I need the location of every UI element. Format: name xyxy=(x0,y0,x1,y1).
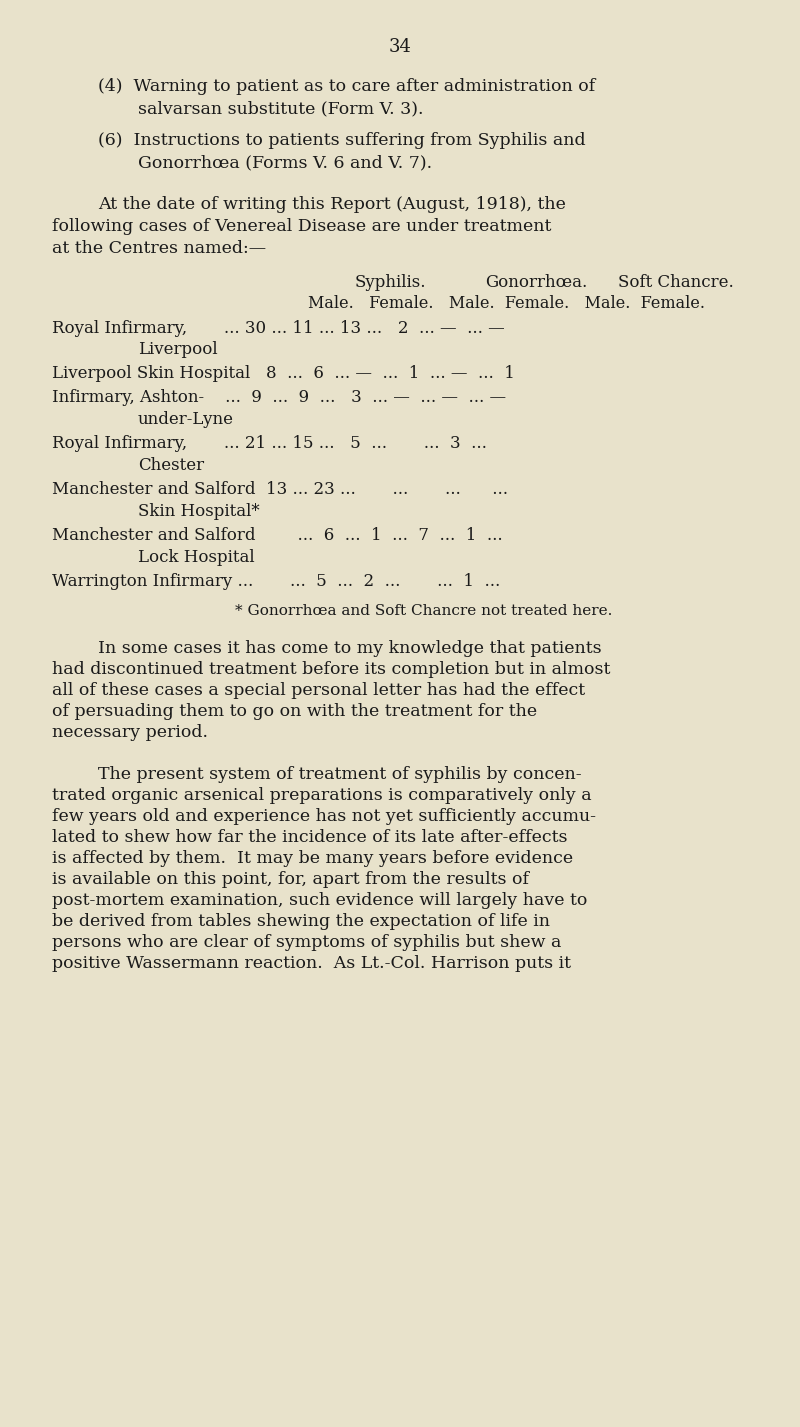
Text: Gonorrhœa (Forms V. 6 and V. 7).: Gonorrhœa (Forms V. 6 and V. 7). xyxy=(138,154,432,171)
Text: Chester: Chester xyxy=(138,457,204,474)
Text: of persuading them to go on with the treatment for the: of persuading them to go on with the tre… xyxy=(52,704,537,721)
Text: necessary period.: necessary period. xyxy=(52,723,208,741)
Text: Royal Infirmary,       ... 30 ... 11 ... 13 ...   2  ... —  ... —: Royal Infirmary, ... 30 ... 11 ... 13 ..… xyxy=(52,320,505,337)
Text: Soft Chancre.: Soft Chancre. xyxy=(618,274,734,291)
Text: be derived from tables shewing the expectation of life in: be derived from tables shewing the expec… xyxy=(52,913,550,930)
Text: * Gonorrhœa and Soft Chancre not treated here.: * Gonorrhœa and Soft Chancre not treated… xyxy=(235,604,612,618)
Text: Gonorrhœa.: Gonorrhœa. xyxy=(485,274,587,291)
Text: persons who are clear of symptoms of syphilis but shew a: persons who are clear of symptoms of syp… xyxy=(52,935,562,950)
Text: lated to shew how far the incidence of its late after-effects: lated to shew how far the incidence of i… xyxy=(52,829,567,846)
Text: 34: 34 xyxy=(389,39,411,56)
Text: under-Lyne: under-Lyne xyxy=(138,411,234,428)
Text: positive Wassermann reaction.  As Lt.-Col. Harrison puts it: positive Wassermann reaction. As Lt.-Col… xyxy=(52,955,571,972)
Text: Warrington Infirmary ...       ...  5  ...  2  ...       ...  1  ...: Warrington Infirmary ... ... 5 ... 2 ...… xyxy=(52,574,500,589)
Text: is available on this point, for, apart from the results of: is available on this point, for, apart f… xyxy=(52,870,529,888)
Text: Manchester and Salford        ...  6  ...  1  ...  7  ...  1  ...: Manchester and Salford ... 6 ... 1 ... 7… xyxy=(52,527,502,544)
Text: Manchester and Salford  13 ... 23 ...       ...       ...      ...: Manchester and Salford 13 ... 23 ... ...… xyxy=(52,481,508,498)
Text: The present system of treatment of syphilis by concen-: The present system of treatment of syphi… xyxy=(98,766,582,783)
Text: following cases of Venereal Disease are under treatment: following cases of Venereal Disease are … xyxy=(52,218,551,235)
Text: at the Centres named:—: at the Centres named:— xyxy=(52,240,266,257)
Text: Liverpool Skin Hospital   8  ...  6  ... —  ...  1  ... —  ...  1: Liverpool Skin Hospital 8 ... 6 ... — ..… xyxy=(52,365,515,382)
Text: Male.   Female.   Male.  Female.   Male.  Female.: Male. Female. Male. Female. Male. Female… xyxy=(308,295,705,313)
Text: At the date of writing this Report (August, 1918), the: At the date of writing this Report (Augu… xyxy=(98,195,566,213)
Text: Infirmary, Ashton-    ...  9  ...  9  ...   3  ... —  ... —  ... —: Infirmary, Ashton- ... 9 ... 9 ... 3 ...… xyxy=(52,390,506,407)
Text: is affected by them.  It may be many years before evidence: is affected by them. It may be many year… xyxy=(52,850,573,868)
Text: had discontinued treatment before its completion but in almost: had discontinued treatment before its co… xyxy=(52,661,610,678)
Text: (6)  Instructions to patients suffering from Syphilis and: (6) Instructions to patients suffering f… xyxy=(98,133,586,148)
Text: Syphilis.: Syphilis. xyxy=(355,274,426,291)
Text: Lock Hospital: Lock Hospital xyxy=(138,549,254,567)
Text: (4)  Warning to patient as to care after administration of: (4) Warning to patient as to care after … xyxy=(98,78,595,96)
Text: Royal Infirmary,       ... 21 ... 15 ...   5  ...       ...  3  ...: Royal Infirmary, ... 21 ... 15 ... 5 ...… xyxy=(52,435,487,452)
Text: trated organic arsenical preparations is comparatively only a: trated organic arsenical preparations is… xyxy=(52,788,592,803)
Text: few years old and experience has not yet sufficiently accumu-: few years old and experience has not yet… xyxy=(52,808,596,825)
Text: Liverpool: Liverpool xyxy=(138,341,218,358)
Text: In some cases it has come to my knowledge that patients: In some cases it has come to my knowledg… xyxy=(98,639,602,656)
Text: all of these cases a special personal letter has had the effect: all of these cases a special personal le… xyxy=(52,682,585,699)
Text: salvarsan substitute (Form V. 3).: salvarsan substitute (Form V. 3). xyxy=(138,100,423,117)
Text: Skin Hospital*: Skin Hospital* xyxy=(138,502,260,519)
Text: post-mortem examination, such evidence will largely have to: post-mortem examination, such evidence w… xyxy=(52,892,587,909)
